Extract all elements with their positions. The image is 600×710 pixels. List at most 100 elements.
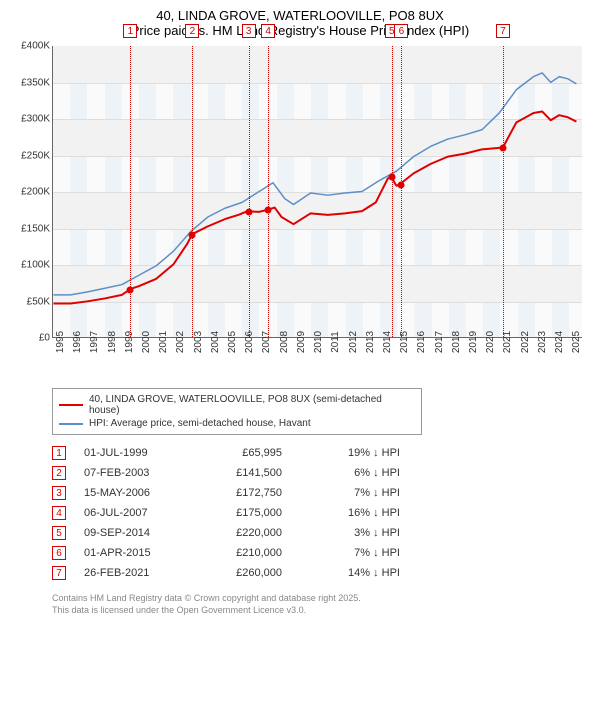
table-row: 3 15-MAY-2006 £172,750 7% ↓ HPI xyxy=(52,483,590,503)
x-axis-label: 2003 xyxy=(193,331,204,353)
sale-marker-line xyxy=(130,46,131,337)
y-axis-label: £350K xyxy=(10,77,50,88)
row-delta: 6% ↓ HPI xyxy=(300,467,400,479)
x-axis-label: 2015 xyxy=(399,331,410,353)
y-axis-label: £400K xyxy=(10,41,50,52)
x-axis-label: 2012 xyxy=(348,331,359,353)
row-marker: 3 xyxy=(52,486,66,500)
sale-marker-line xyxy=(268,46,269,337)
x-axis-label: 2001 xyxy=(158,331,169,353)
footnote-line: Contains HM Land Registry data © Crown c… xyxy=(52,593,590,605)
x-axis-label: 2000 xyxy=(141,331,152,353)
plot-area: 1234567 xyxy=(52,46,582,338)
x-axis-label: 2002 xyxy=(175,331,186,353)
row-price: £172,750 xyxy=(202,487,282,499)
x-axis-label: 2017 xyxy=(434,331,445,353)
x-axis-label: 2006 xyxy=(244,331,255,353)
y-axis-label: £50K xyxy=(10,296,50,307)
x-axis-label: 1997 xyxy=(89,331,100,353)
row-marker: 2 xyxy=(52,466,66,480)
y-axis-label: £100K xyxy=(10,260,50,271)
row-price: £65,995 xyxy=(202,447,282,459)
legend-label: HPI: Average price, semi-detached house,… xyxy=(89,418,311,429)
x-axis-label: 2023 xyxy=(537,331,548,353)
sales-table: 1 01-JUL-1999 £65,995 19% ↓ HPI 2 07-FEB-2003… xyxy=(52,443,590,583)
sale-marker-box: 7 xyxy=(496,24,510,38)
sale-marker-line xyxy=(249,46,250,337)
x-axis-label: 2018 xyxy=(451,331,462,353)
legend-swatch xyxy=(59,404,83,406)
x-axis-label: 2007 xyxy=(261,331,272,353)
row-marker: 7 xyxy=(52,566,66,580)
row-price: £210,000 xyxy=(202,547,282,559)
sale-marker-box: 3 xyxy=(242,24,256,38)
row-date: 15-MAY-2006 xyxy=(84,487,184,499)
footnote-line: This data is licensed under the Open Gov… xyxy=(52,605,590,617)
x-axis-label: 2013 xyxy=(365,331,376,353)
table-row: 509-SEP-2014£220,0003% ↓ HPI xyxy=(52,523,590,543)
table-row: 4 06-JUL-2007 £175,000 16% ↓ HPI xyxy=(52,503,590,523)
row-date: 07-FEB-2003 xyxy=(84,467,184,479)
row-date: 01-APR-2015 xyxy=(84,547,184,559)
sale-marker-box: 6 xyxy=(394,24,408,38)
row-price: £141,500 xyxy=(202,467,282,479)
sale-dot xyxy=(245,208,252,215)
series-line-hpi xyxy=(53,73,576,295)
sale-marker-box: 1 xyxy=(123,24,137,38)
sale-marker-line xyxy=(503,46,504,337)
sale-marker-line xyxy=(192,46,193,337)
sale-marker-box: 4 xyxy=(261,24,275,38)
x-axis-label: 1996 xyxy=(72,331,83,353)
x-axis-label: 2011 xyxy=(330,331,341,353)
legend-item: HPI: Average price, semi-detached house,… xyxy=(59,417,415,430)
sale-dot xyxy=(398,181,405,188)
x-axis-label: 2020 xyxy=(485,331,496,353)
x-axis-label: 2025 xyxy=(571,331,582,353)
row-price: £220,000 xyxy=(202,527,282,539)
chart-wrap: 1234567 £0£50K£100K£150K£200K£250K£300K£… xyxy=(10,42,590,382)
x-axis-label: 2016 xyxy=(416,331,427,353)
sale-marker-box: 2 xyxy=(185,24,199,38)
legend-item: 40, LINDA GROVE, WATERLOOVILLE, PO8 8UX … xyxy=(59,393,415,417)
x-axis-label: 2005 xyxy=(227,331,238,353)
x-axis-label: 2019 xyxy=(468,331,479,353)
series-line-price_paid xyxy=(53,111,576,303)
sale-dot xyxy=(388,174,395,181)
row-marker: 1 xyxy=(52,446,66,460)
row-marker: 5 xyxy=(52,526,66,540)
x-axis-label: 1995 xyxy=(55,331,66,353)
x-axis-label: 2009 xyxy=(296,331,307,353)
sale-dot xyxy=(189,231,196,238)
y-axis-label: £200K xyxy=(10,187,50,198)
x-axis-label: 1998 xyxy=(107,331,118,353)
row-date: 26-FEB-2021 xyxy=(84,567,184,579)
table-row: 726-FEB-2021£260,00014% ↓ HPI xyxy=(52,563,590,583)
row-delta: 14% ↓ HPI xyxy=(300,567,400,579)
row-delta: 7% ↓ HPI xyxy=(300,487,400,499)
legend-label: 40, LINDA GROVE, WATERLOOVILLE, PO8 8UX … xyxy=(89,394,415,416)
sale-dot xyxy=(127,286,134,293)
x-axis-label: 2010 xyxy=(313,331,324,353)
y-axis-label: £0 xyxy=(10,333,50,344)
row-delta: 3% ↓ HPI xyxy=(300,527,400,539)
row-price: £175,000 xyxy=(202,507,282,519)
y-axis-label: £300K xyxy=(10,114,50,125)
row-date: 06-JUL-2007 xyxy=(84,507,184,519)
x-axis-label: 2022 xyxy=(520,331,531,353)
chart-container: 40, LINDA GROVE, WATERLOOVILLE, PO8 8UX … xyxy=(0,0,600,624)
row-delta: 19% ↓ HPI xyxy=(300,447,400,459)
sale-dot xyxy=(499,145,506,152)
x-axis-label: 2004 xyxy=(210,331,221,353)
row-delta: 16% ↓ HPI xyxy=(300,507,400,519)
title-address: 40, LINDA GROVE, WATERLOOVILLE, PO8 8UX xyxy=(10,8,590,23)
legend-box: 40, LINDA GROVE, WATERLOOVILLE, PO8 8UX … xyxy=(52,388,422,435)
x-axis-label: 2014 xyxy=(382,331,393,353)
y-axis-label: £150K xyxy=(10,223,50,234)
x-axis-label: 1999 xyxy=(124,331,135,353)
row-marker: 4 xyxy=(52,506,66,520)
x-axis-label: 2008 xyxy=(279,331,290,353)
footnote: Contains HM Land Registry data © Crown c… xyxy=(52,593,590,616)
x-axis-label: 2024 xyxy=(554,331,565,353)
row-date: 01-JUL-1999 xyxy=(84,447,184,459)
sale-marker-line xyxy=(401,46,402,337)
